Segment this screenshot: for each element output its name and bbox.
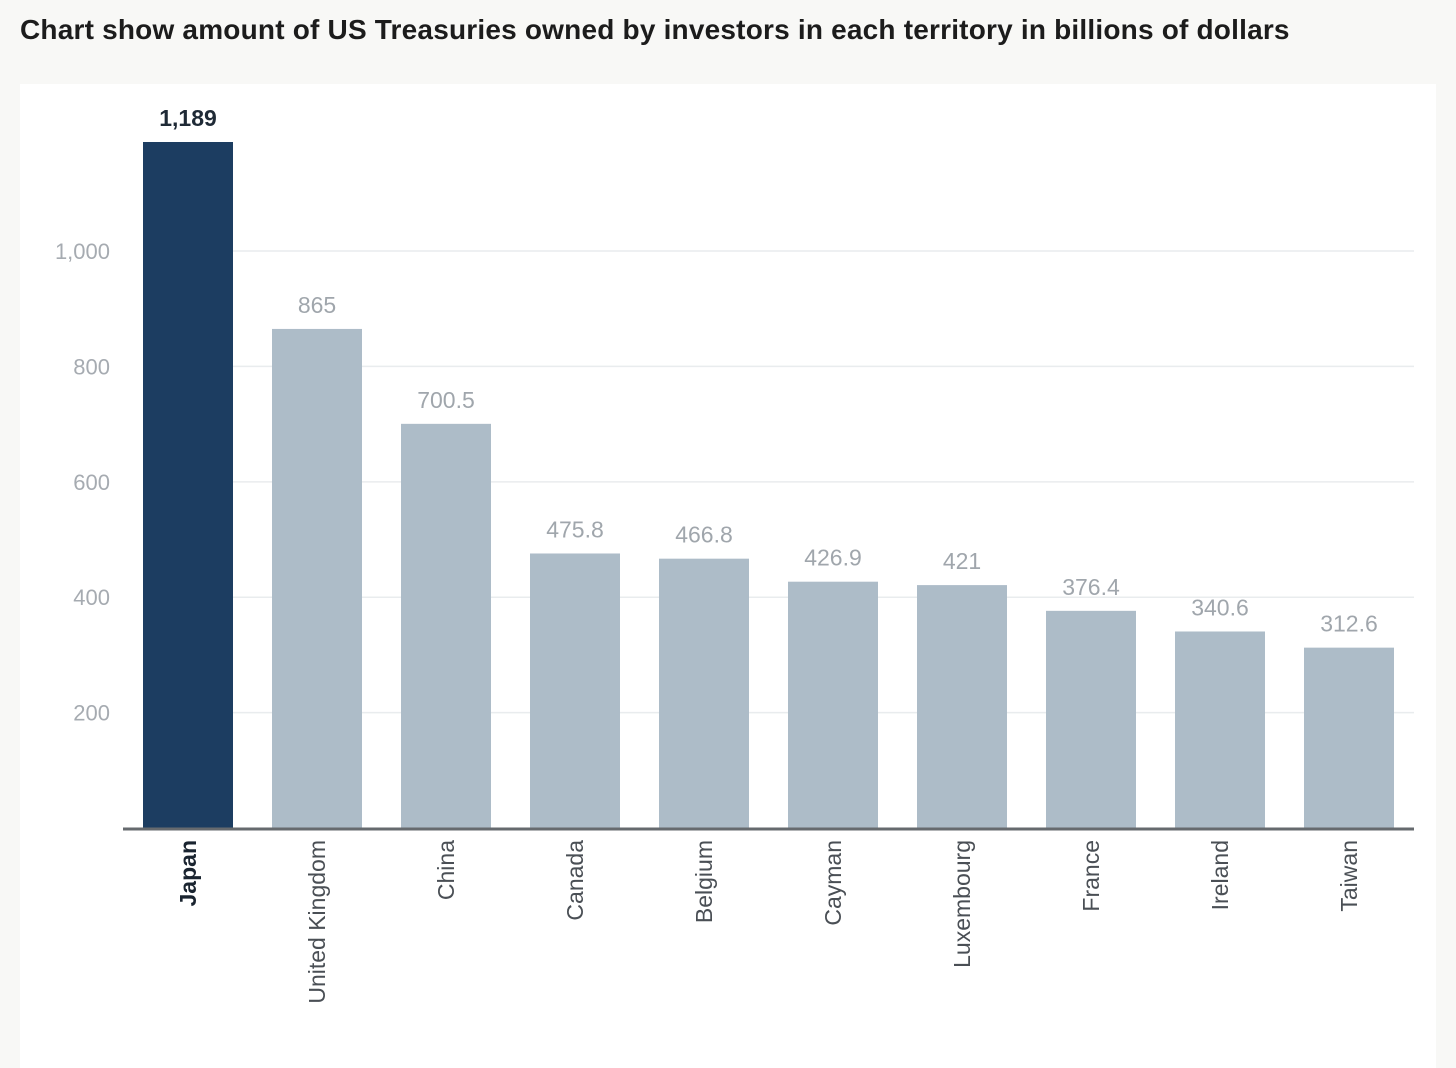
y-axis-ticks: 200 400 600 800 1,000 bbox=[55, 239, 110, 726]
x-tick-label: China bbox=[433, 840, 459, 900]
value-label: 475.8 bbox=[546, 516, 604, 542]
x-tick-label: Cayman bbox=[820, 840, 846, 926]
value-label: 865 bbox=[298, 292, 336, 318]
value-label: 376.4 bbox=[1062, 574, 1120, 600]
x-tick-label: Luxembourg bbox=[949, 840, 975, 968]
chart-panel: 1,189 865 700.5 475.8 466.8 426.9 421 376.4 340.… bbox=[20, 84, 1436, 1068]
value-label: 700.5 bbox=[417, 387, 475, 413]
bars bbox=[143, 142, 1394, 828]
y-tick-label: 800 bbox=[73, 354, 110, 379]
bar-ireland bbox=[1175, 631, 1265, 828]
x-tick-label: Taiwan bbox=[1336, 840, 1362, 912]
bar-united-kingdom bbox=[272, 328, 362, 828]
bar-belgium bbox=[659, 558, 749, 828]
bar-taiwan bbox=[1304, 647, 1394, 828]
x-tick-label: Ireland bbox=[1207, 840, 1233, 910]
chart-caption: Chart show amount of US Treasuries owned… bbox=[20, 14, 1290, 45]
y-tick-label: 400 bbox=[73, 585, 110, 610]
y-tick-label: 1,000 bbox=[55, 239, 110, 264]
bar-luxembourg bbox=[917, 585, 1007, 828]
value-label: 340.6 bbox=[1191, 594, 1249, 620]
y-tick-label: 600 bbox=[73, 470, 110, 495]
value-label: 466.8 bbox=[675, 522, 733, 548]
bar-france bbox=[1046, 610, 1136, 828]
x-tick-label: Canada bbox=[562, 840, 588, 921]
value-label: 312.6 bbox=[1320, 611, 1378, 637]
bar-china bbox=[401, 423, 491, 828]
x-tick-label: United Kingdom bbox=[304, 840, 330, 1004]
y-tick-label: 200 bbox=[73, 701, 110, 726]
bar-japan bbox=[143, 142, 233, 828]
x-tick-label: France bbox=[1078, 840, 1104, 912]
value-label: 1,189 bbox=[159, 105, 217, 131]
x-axis-ticks: Japan United Kingdom China Canada Belgium Cay… bbox=[175, 840, 1362, 1004]
x-tick-label: Japan bbox=[175, 840, 201, 906]
bar-chart: 1,189 865 700.5 475.8 466.8 426.9 421 376.4 340.… bbox=[55, 105, 1414, 1004]
x-tick-label: Belgium bbox=[691, 840, 717, 923]
bar-cayman bbox=[788, 581, 878, 828]
value-label: 426.9 bbox=[804, 545, 862, 571]
bar-canada bbox=[530, 553, 620, 828]
value-labels: 1,189 865 700.5 475.8 466.8 426.9 421 376.4 340.… bbox=[159, 105, 1378, 637]
value-label: 421 bbox=[943, 548, 981, 574]
